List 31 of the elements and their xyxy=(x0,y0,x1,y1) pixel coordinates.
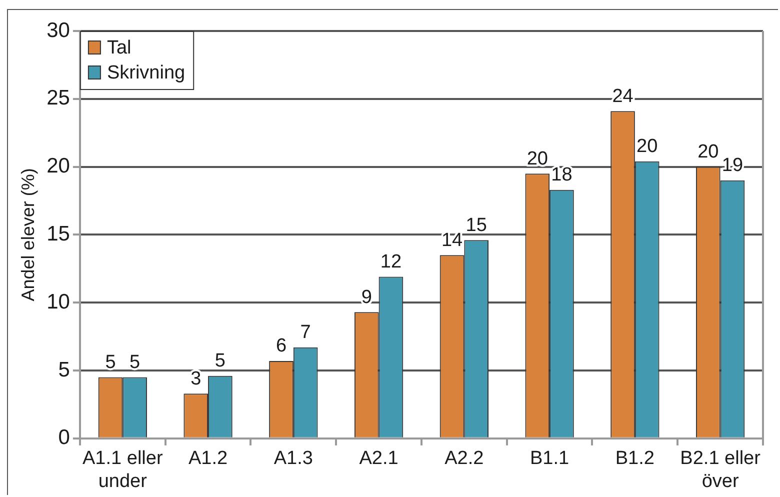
y-tick-label: 0 xyxy=(58,426,70,450)
data-label: 6 xyxy=(276,336,287,357)
legend-label: Skrivning xyxy=(106,62,186,84)
data-label: 15 xyxy=(466,214,487,236)
y-tick-label: 20 xyxy=(46,154,70,178)
x-tick-label: A2.2 xyxy=(444,448,484,470)
data-label: 3 xyxy=(190,368,202,390)
data-label: 7 xyxy=(300,322,311,344)
y-axis-title: Andel elever (%) xyxy=(18,168,38,302)
x-tick-label: A1.2 xyxy=(188,448,228,470)
y-tick-label: 5 xyxy=(58,358,70,382)
x-tick-label: A2.1 xyxy=(359,448,398,470)
data-label: 14 xyxy=(441,230,463,251)
data-label: 20 xyxy=(698,142,719,163)
x-tick-label: B1.1 xyxy=(530,448,570,470)
data-label: 5 xyxy=(130,352,140,374)
legend-label: Tal xyxy=(106,38,132,59)
x-tick-label: A1.3 xyxy=(274,448,313,470)
y-tick-label: 25 xyxy=(46,86,70,110)
data-label: 20 xyxy=(636,136,658,158)
data-label: 20 xyxy=(526,148,548,170)
data-label: 5 xyxy=(214,350,226,372)
y-tick-label: 15 xyxy=(46,222,70,246)
x-tick-label: A1.1 eller under xyxy=(82,448,164,492)
data-label: 18 xyxy=(551,164,572,186)
data-label: 5 xyxy=(105,352,116,374)
data-label: 12 xyxy=(380,252,402,273)
x-tick-label: B1.2 xyxy=(615,448,654,470)
y-tick-label: 10 xyxy=(46,290,70,314)
x-tick-label: B2.1 eller över xyxy=(680,448,762,492)
y-tick-label: 30 xyxy=(46,18,70,42)
